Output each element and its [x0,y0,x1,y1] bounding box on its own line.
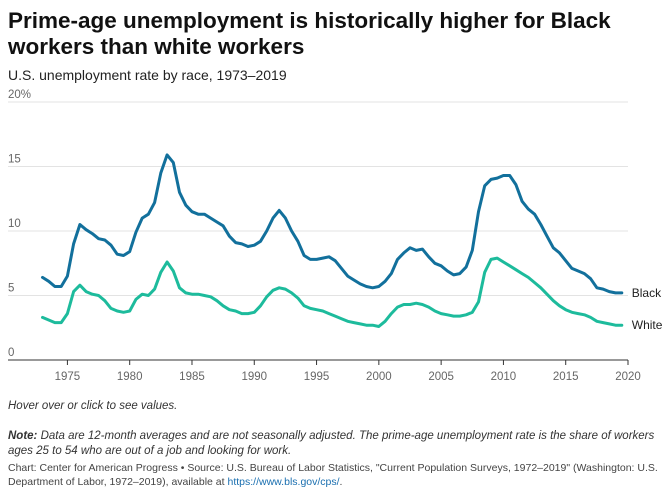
y-tick-label: 5 [8,283,14,295]
gridlines [8,101,628,361]
x-tick-label: 1985 [179,371,205,383]
series-lines[interactable] [41,153,624,328]
chart-note: Note: Data are 12-month averages and are… [8,429,660,459]
x-tick-label: 2010 [491,371,517,383]
series-line-black[interactable] [41,153,624,295]
series-label-white: White [632,318,663,332]
source-end: . [339,476,343,488]
x-tick-label: 2020 [615,371,641,383]
chart-source: Chart: Center for American Progress • So… [8,461,663,489]
x-axis-ticks: 1975 1980 1985 1990 1995 2000 2005 2010 2015 2020 [55,360,641,383]
note-text: Data are 12-month averages and are not s… [8,430,655,457]
series-line-white[interactable] [41,256,624,328]
series-label-black: Black [632,286,662,300]
x-tick-label: 2005 [428,371,454,383]
note-label: Note: [8,430,38,442]
source-text: Chart: Center for American Progress • So… [8,462,658,488]
y-tick-label: 10 [8,218,21,230]
series-labels: Black White [632,286,663,332]
x-tick-label: 2015 [553,371,579,383]
x-tick-label: 1980 [117,371,143,383]
y-tick-label: 20% [8,89,31,101]
y-axis-ticks: 0 5 10 15 20% [8,89,31,359]
y-tick-label: 0 [8,347,14,359]
chart-title: Prime-age unemployment is historically h… [8,8,611,59]
source-link[interactable]: https://www.bls.gov/cps/ [227,476,340,488]
x-tick-label: 1975 [55,371,81,383]
hover-hint: Hover over or click to see values. [8,400,178,412]
line-chart[interactable]: 0 5 10 15 20% 1975 1980 1985 1990 1995 2000 2005 20… [0,88,667,388]
x-tick-label: 1990 [241,371,267,383]
x-tick-label: 1995 [304,371,330,383]
y-tick-label: 15 [8,154,21,166]
chart-subtitle: U.S. unemployment rate by race, 1973–201… [8,67,287,83]
x-tick-label: 2000 [366,371,392,383]
